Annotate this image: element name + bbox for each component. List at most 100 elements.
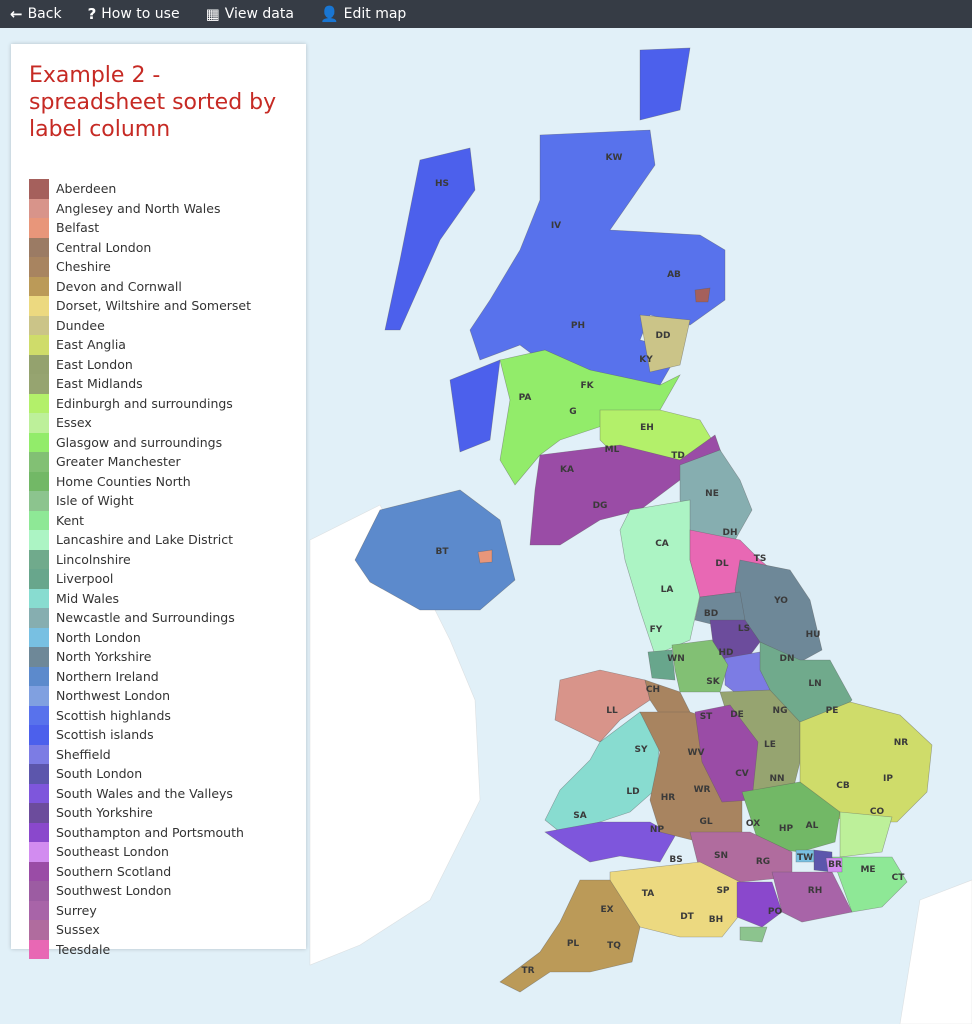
- legend-swatch: [29, 218, 49, 238]
- region-south-wales-and-the-valleys[interactable]: [544, 821, 676, 863]
- postcode-label: FK: [580, 381, 594, 391]
- legend-item[interactable]: Lancashire and Lake District: [29, 530, 288, 550]
- legend-item[interactable]: Liverpool: [29, 569, 288, 589]
- legend-label: Dorset, Wiltshire and Somerset: [56, 298, 252, 314]
- postcode-label: TR: [521, 966, 534, 976]
- legend-item[interactable]: Central London: [29, 237, 288, 257]
- legend-item[interactable]: Scottish highlands: [29, 705, 288, 725]
- postcode-label: NP: [650, 825, 665, 835]
- region-scottish-islands[interactable]: [384, 147, 476, 331]
- legend-item[interactable]: Essex: [29, 413, 288, 433]
- legend-label: Lincolnshire: [56, 551, 131, 567]
- legend-item[interactable]: Greater Manchester: [29, 452, 288, 472]
- legend-item[interactable]: Dundee: [29, 315, 288, 335]
- region-dundee[interactable]: [639, 314, 691, 373]
- legend-swatch: [29, 608, 49, 628]
- legend-label: South Yorkshire: [56, 805, 153, 821]
- legend-item[interactable]: Sheffield: [29, 744, 288, 764]
- legend-item[interactable]: Northwest London: [29, 686, 288, 706]
- region-devon-and-cornwall[interactable]: [499, 879, 641, 993]
- legend-label: Isle of Wight: [56, 493, 134, 509]
- postcode-label: DE: [730, 710, 744, 720]
- back-button[interactable]: ← Back: [10, 5, 62, 23]
- legend-item[interactable]: Devon and Cornwall: [29, 276, 288, 296]
- legend-swatch: [29, 744, 49, 764]
- legend-item[interactable]: South London: [29, 764, 288, 784]
- legend-item[interactable]: Belfast: [29, 218, 288, 238]
- legend-label: Southern Scotland: [56, 863, 172, 879]
- legend-item[interactable]: Southeast London: [29, 842, 288, 862]
- legend-item[interactable]: East London: [29, 354, 288, 374]
- legend-item[interactable]: Aberdeen: [29, 179, 288, 199]
- table-icon: ▦: [205, 5, 220, 23]
- region-isle-of-wight[interactable]: [739, 926, 768, 943]
- legend-item[interactable]: Southwest London: [29, 881, 288, 901]
- legend-swatch: [29, 920, 49, 940]
- region-belfast[interactable]: [477, 549, 493, 564]
- legend-item[interactable]: Cheshire: [29, 257, 288, 277]
- legend-item[interactable]: Northern Ireland: [29, 666, 288, 686]
- postcode-label: ML: [605, 445, 620, 455]
- edit-map-button[interactable]: 👤 Edit map: [319, 5, 407, 23]
- legend-swatch: [29, 510, 49, 530]
- region-aberdeen[interactable]: [694, 287, 711, 303]
- postcode-label: CV: [735, 769, 749, 779]
- region-scottish-islands[interactable]: [449, 359, 501, 453]
- legend-item[interactable]: Teesdale: [29, 939, 288, 959]
- region-scottish-islands[interactable]: [639, 47, 691, 121]
- postcode-label: LE: [764, 740, 776, 750]
- legend-item[interactable]: Newcastle and Surroundings: [29, 608, 288, 628]
- region-essex[interactable]: [839, 811, 893, 858]
- view-data-button[interactable]: ▦ View data: [205, 5, 294, 23]
- legend-item[interactable]: Kent: [29, 510, 288, 530]
- legend-swatch: [29, 939, 49, 959]
- region-scottish-highlands[interactable]: [469, 129, 726, 391]
- legend-label: Lancashire and Lake District: [56, 532, 233, 548]
- postcode-label: AL: [806, 821, 819, 831]
- legend-item[interactable]: North Yorkshire: [29, 647, 288, 667]
- legend-swatch: [29, 842, 49, 862]
- legend-item[interactable]: Southampton and Portsmouth: [29, 822, 288, 842]
- postcode-label: PE: [826, 706, 839, 716]
- region-northern-ireland[interactable]: [354, 489, 516, 611]
- legend-item[interactable]: South Wales and the Valleys: [29, 783, 288, 803]
- legend-label: Southeast London: [56, 844, 169, 860]
- legend-item[interactable]: Dorset, Wiltshire and Somerset: [29, 296, 288, 316]
- legend-swatch: [29, 491, 49, 511]
- legend-item[interactable]: Lincolnshire: [29, 549, 288, 569]
- legend-item[interactable]: Isle of Wight: [29, 491, 288, 511]
- legend-item[interactable]: Glasgow and surroundings: [29, 432, 288, 452]
- region-southeast-london[interactable]: [825, 857, 843, 873]
- legend-item[interactable]: South Yorkshire: [29, 803, 288, 823]
- legend-swatch: [29, 374, 49, 394]
- postcode-label: ME: [860, 865, 875, 875]
- region-surrey[interactable]: [771, 871, 853, 923]
- legend-item[interactable]: Home Counties North: [29, 471, 288, 491]
- legend-item[interactable]: East Midlands: [29, 374, 288, 394]
- map[interactable]: KW HS IV AB PH DD KY PA FK G EH ML KA TD DG NE BT CA DH TS D…: [0, 28, 972, 1024]
- region-southampton-and-portsmouth[interactable]: [736, 881, 783, 928]
- region-anglesey-and-north-wales[interactable]: [554, 669, 651, 743]
- legend-swatch: [29, 257, 49, 277]
- legend-item[interactable]: Sussex: [29, 920, 288, 940]
- postcode-label: KW: [606, 153, 623, 163]
- legend-item[interactable]: Scottish islands: [29, 725, 288, 745]
- postcode-label: TD: [671, 451, 685, 461]
- legend-item[interactable]: East Anglia: [29, 335, 288, 355]
- how-to-use-button[interactable]: ? How to use: [87, 5, 180, 23]
- postcode-label: SN: [714, 851, 728, 861]
- legend-item[interactable]: Southern Scotland: [29, 861, 288, 881]
- region-liverpool[interactable]: [647, 649, 676, 681]
- legend-item[interactable]: Mid Wales: [29, 588, 288, 608]
- legend-item[interactable]: Edinburgh and surroundings: [29, 393, 288, 413]
- region-southern-scotland[interactable]: [529, 434, 723, 546]
- legend-label: East Midlands: [56, 376, 143, 392]
- postcode-label: CH: [646, 685, 660, 695]
- legend-item[interactable]: Surrey: [29, 900, 288, 920]
- postcode-label: HS: [435, 179, 449, 189]
- legend-item[interactable]: North London: [29, 627, 288, 647]
- legend-swatch: [29, 686, 49, 706]
- legend-label: Sussex: [56, 922, 100, 938]
- legend-item[interactable]: Anglesey and North Wales: [29, 198, 288, 218]
- region-kent[interactable]: [831, 856, 908, 913]
